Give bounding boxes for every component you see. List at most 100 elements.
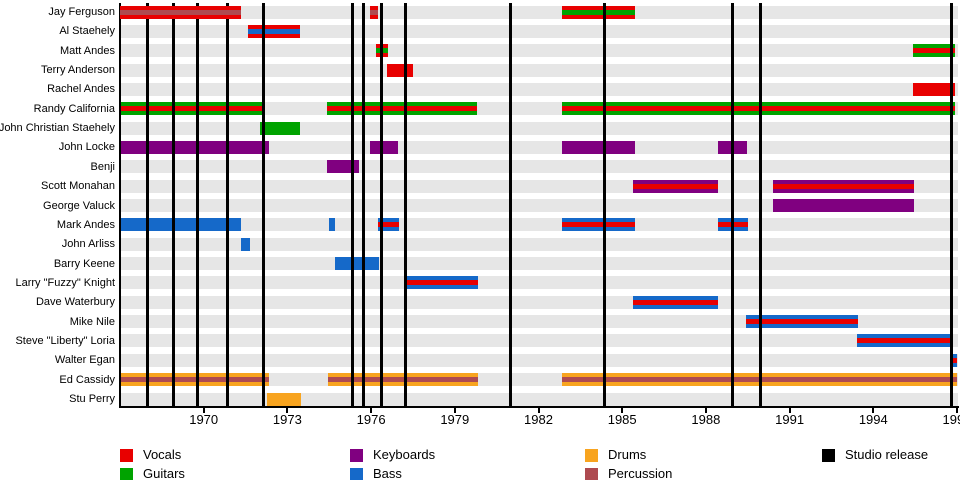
secondary-role-stripe xyxy=(405,280,478,286)
axis-tick xyxy=(202,408,205,413)
axis-year-label: 1982 xyxy=(524,412,553,427)
tenure-bar xyxy=(950,353,957,367)
secondary-role-stripe xyxy=(746,319,858,325)
member-label: Mike Nile xyxy=(69,315,115,328)
tenure-bar xyxy=(633,295,718,309)
member-label: Scott Monahan xyxy=(41,180,115,193)
secondary-role-stripe xyxy=(857,338,952,344)
guitars-color-swatch xyxy=(120,467,133,480)
tenure-bar xyxy=(912,82,956,96)
legend-label-guitars: Guitars xyxy=(143,466,185,480)
row-band xyxy=(119,63,958,77)
bass-color-swatch xyxy=(350,467,363,480)
member-label: Ed Cassidy xyxy=(59,373,115,386)
tenure-bar xyxy=(561,218,636,232)
studio-release-color-swatch xyxy=(822,448,835,462)
row-band xyxy=(119,392,958,406)
legend-item-keyboards: Keyboards xyxy=(350,448,435,462)
studio-release-line xyxy=(508,3,512,406)
tenure-bar xyxy=(857,334,952,348)
secondary-role-stripe xyxy=(120,9,242,15)
row-band xyxy=(119,199,958,212)
tenure-bar xyxy=(773,199,915,212)
member-label: John Locke xyxy=(58,141,115,154)
tenure-bar xyxy=(328,218,336,232)
tenure-bar xyxy=(120,102,262,116)
tenure-bar xyxy=(561,5,636,19)
tenure-bar xyxy=(561,140,636,154)
row-band xyxy=(119,24,958,38)
legend-label-bass: Bass xyxy=(373,466,402,480)
legend-item-bass: Bass xyxy=(350,467,402,480)
studio-release-line xyxy=(262,3,266,406)
tenure-bar xyxy=(327,160,360,174)
secondary-role-stripe xyxy=(327,106,478,112)
plot-left-border xyxy=(119,3,121,406)
row-band xyxy=(119,5,958,19)
studio-release-line xyxy=(225,3,229,406)
tenure-bar xyxy=(633,179,718,193)
member-label: Mark Andes xyxy=(56,218,115,231)
member-label: Randy California xyxy=(33,102,115,115)
tenure-bar xyxy=(248,24,300,38)
tenure-bar xyxy=(260,121,300,135)
row-band xyxy=(119,257,958,271)
tenure-bar xyxy=(120,218,242,232)
secondary-role-stripe xyxy=(561,222,636,228)
axis-tick xyxy=(956,408,958,413)
legend-item-percussion: Percussion xyxy=(585,467,672,480)
legend-label-vocals: Vocals xyxy=(143,447,182,462)
tenure-bar xyxy=(120,373,269,387)
studio-release-line xyxy=(602,3,606,406)
studio-release-line xyxy=(950,3,954,406)
member-label: George Valuck xyxy=(43,199,115,212)
axis-year-label: 1973 xyxy=(272,412,302,427)
secondary-role-stripe xyxy=(950,357,957,363)
studio-release-line xyxy=(404,3,408,406)
secondary-role-stripe xyxy=(561,106,956,112)
axis-tick xyxy=(453,408,456,413)
secondary-role-stripe xyxy=(369,9,379,15)
studio-release-line xyxy=(730,3,734,406)
row-band xyxy=(119,82,958,96)
tenure-bar xyxy=(369,5,379,19)
studio-release-line xyxy=(195,3,199,406)
tenure-bar xyxy=(912,44,956,58)
axis-tick xyxy=(704,408,707,413)
axis-tick xyxy=(872,408,875,413)
tenure-bar xyxy=(405,276,478,290)
legend-label-keyboards: Keyboards xyxy=(373,447,436,462)
drums-color-swatch xyxy=(585,448,598,462)
tenure-bar xyxy=(241,237,250,251)
secondary-role-stripe xyxy=(561,9,636,15)
row-band xyxy=(119,44,958,58)
row-band xyxy=(119,237,958,251)
secondary-role-stripe xyxy=(378,222,399,228)
tenure-bar xyxy=(746,315,858,329)
secondary-role-stripe xyxy=(633,183,718,189)
member-label: Larry "Fuzzy" Knight xyxy=(15,276,115,289)
axis-tick xyxy=(370,408,373,413)
studio-release-line xyxy=(361,3,365,406)
x-axis-line xyxy=(119,406,959,408)
legend-item-guitars: Guitars xyxy=(120,467,185,480)
member-label: Al Staehely xyxy=(59,25,115,38)
axis-year-label: 1985 xyxy=(607,412,637,427)
studio-release-line xyxy=(758,3,762,406)
member-label: Terry Anderson xyxy=(41,64,115,77)
axis-year-label: 1976 xyxy=(356,412,386,427)
member-label: Stu Perry xyxy=(69,393,115,405)
legend-item-studio-release: Studio release xyxy=(822,448,928,462)
member-label: Rachel Andes xyxy=(47,83,115,96)
secondary-role-stripe xyxy=(120,106,262,112)
row-band xyxy=(119,353,958,367)
secondary-role-stripe xyxy=(912,48,956,54)
row-band xyxy=(119,334,958,348)
row-band xyxy=(119,295,958,309)
axis-year-label: 1979 xyxy=(440,412,470,427)
member-label: Walter Egan xyxy=(54,354,115,367)
tenure-bar xyxy=(120,5,242,19)
legend-item-vocals: Vocals xyxy=(120,448,181,462)
axis-year-label: 1991 xyxy=(775,412,805,427)
